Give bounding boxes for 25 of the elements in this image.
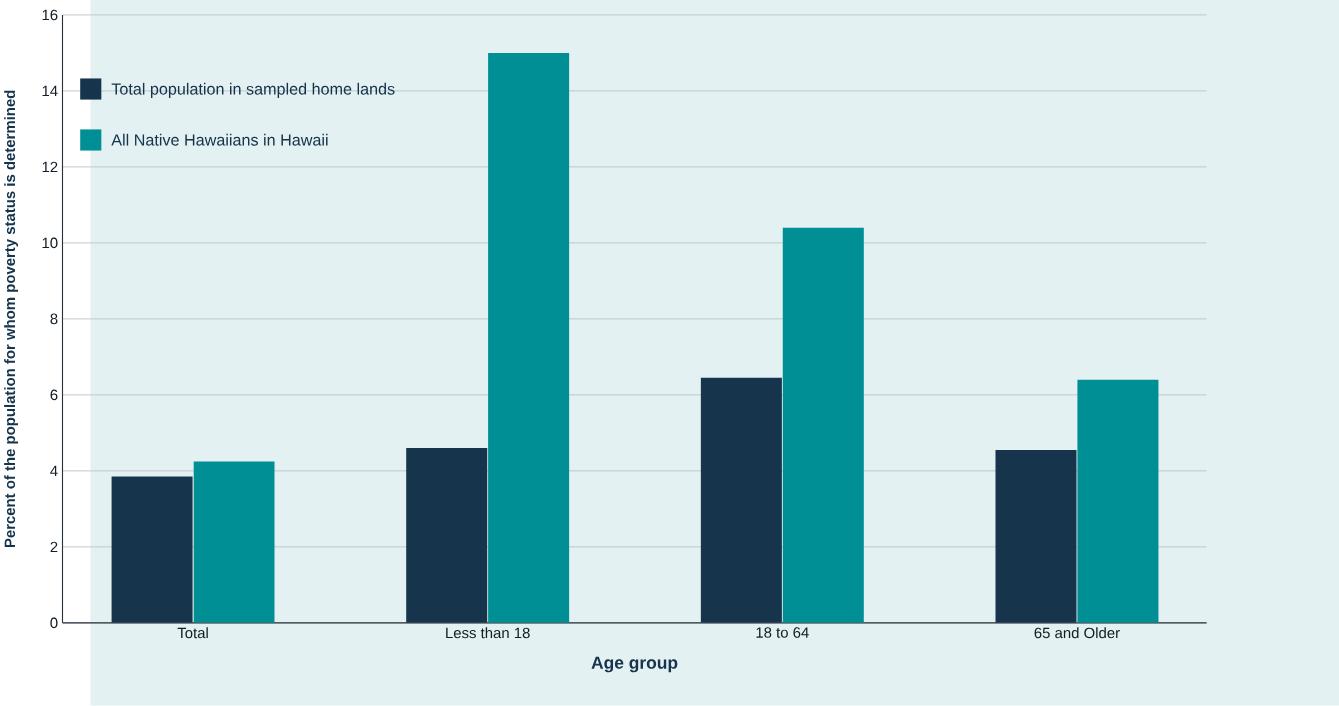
bar xyxy=(995,450,1077,623)
x-axis-title: Age group xyxy=(591,656,678,673)
bar xyxy=(193,461,275,623)
bar xyxy=(111,476,193,623)
y-tick-label: 8 xyxy=(50,313,58,325)
x-tick-label: Less than 18 xyxy=(446,627,530,639)
y-tick-label: 4 xyxy=(50,465,58,477)
y-tick-label: 0 xyxy=(50,617,58,629)
x-tick-label: Total xyxy=(177,627,208,639)
y-tick-label: 14 xyxy=(42,85,58,97)
x-tick-label: 18 to 64 xyxy=(756,627,809,638)
legend-label: All Native Hawaiians in Hawaii xyxy=(111,133,328,146)
bar xyxy=(782,227,864,623)
bar xyxy=(700,377,782,623)
y-tick-label: 16 xyxy=(42,9,58,21)
y-tick-label: 6 xyxy=(50,389,58,401)
legend-label: Total population in sampled home lands xyxy=(111,82,395,98)
bar xyxy=(406,448,488,623)
y-tick-label: 10 xyxy=(42,237,58,249)
y-tick-label: 12 xyxy=(42,161,58,173)
bar xyxy=(1077,379,1159,623)
bar xyxy=(488,52,570,623)
x-tick-label: 65 and Older xyxy=(1034,627,1120,639)
y-tick-label: 2 xyxy=(50,541,58,553)
y-axis-title: Percent of the population for whom poverty status is determined xyxy=(4,90,19,548)
